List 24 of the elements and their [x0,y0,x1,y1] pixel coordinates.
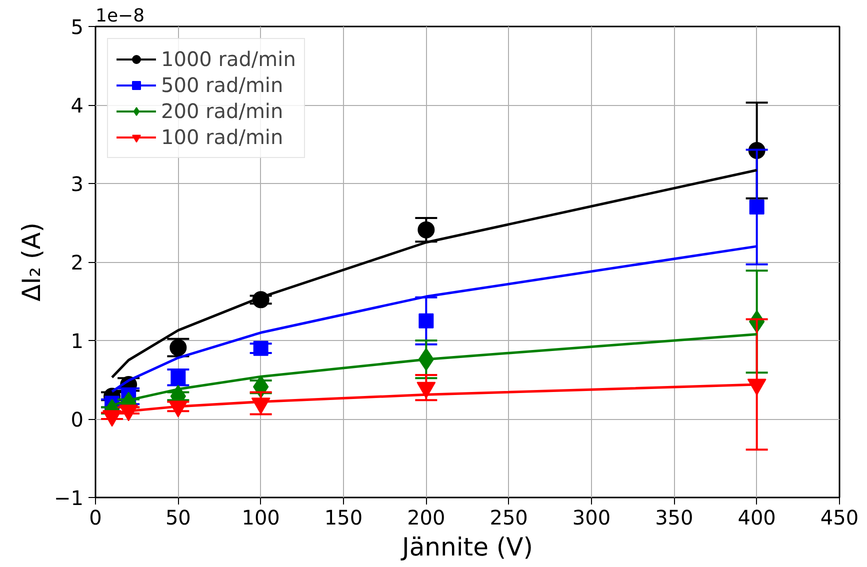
y-tick-label: 2 [70,250,84,274]
y-tick-label: −1 [54,486,84,510]
legend-label: 500 rad/min [161,73,284,97]
x-tick-label: 250 [490,506,528,530]
y-tick-label: 5 [70,15,84,39]
x-tick-label: 50 [165,506,191,530]
y-tick-label: 1 [70,329,84,353]
y-tick-label: 3 [70,172,84,196]
x-tick-label: 150 [324,506,363,530]
y-axis-title: ΔI₂ (A) [17,222,46,302]
y-tick-label: 4 [70,94,84,118]
legend-label: 200 rad/min [161,99,284,123]
x-tick-label: 300 [572,506,611,530]
x-axis-title: Jännite (V) [400,532,534,562]
legend-label: 1000 rad/min [161,47,296,71]
x-tick-label: 400 [738,506,776,530]
x-tick-label: 350 [655,506,694,530]
text: 1e−8 [96,6,145,26]
x-tick-label: 100 [242,506,280,530]
legend-label: 100 rad/min [161,125,284,149]
x-tick-label: 0 [89,506,102,530]
y-tick-label: 0 [70,408,84,432]
x-tick-label: 450 [820,506,859,530]
x-tick-label: 200 [407,506,446,530]
